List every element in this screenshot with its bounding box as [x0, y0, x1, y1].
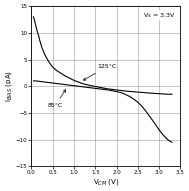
- X-axis label: V$_{CM}$ (V): V$_{CM}$ (V): [93, 177, 119, 187]
- Text: V$_S$ = 3.3V: V$_S$ = 3.3V: [143, 11, 176, 20]
- Text: 85°C: 85°C: [48, 90, 66, 108]
- Y-axis label: I$_{BIAS}$ (pA): I$_{BIAS}$ (pA): [4, 70, 14, 102]
- Text: 125°C: 125°C: [83, 64, 117, 80]
